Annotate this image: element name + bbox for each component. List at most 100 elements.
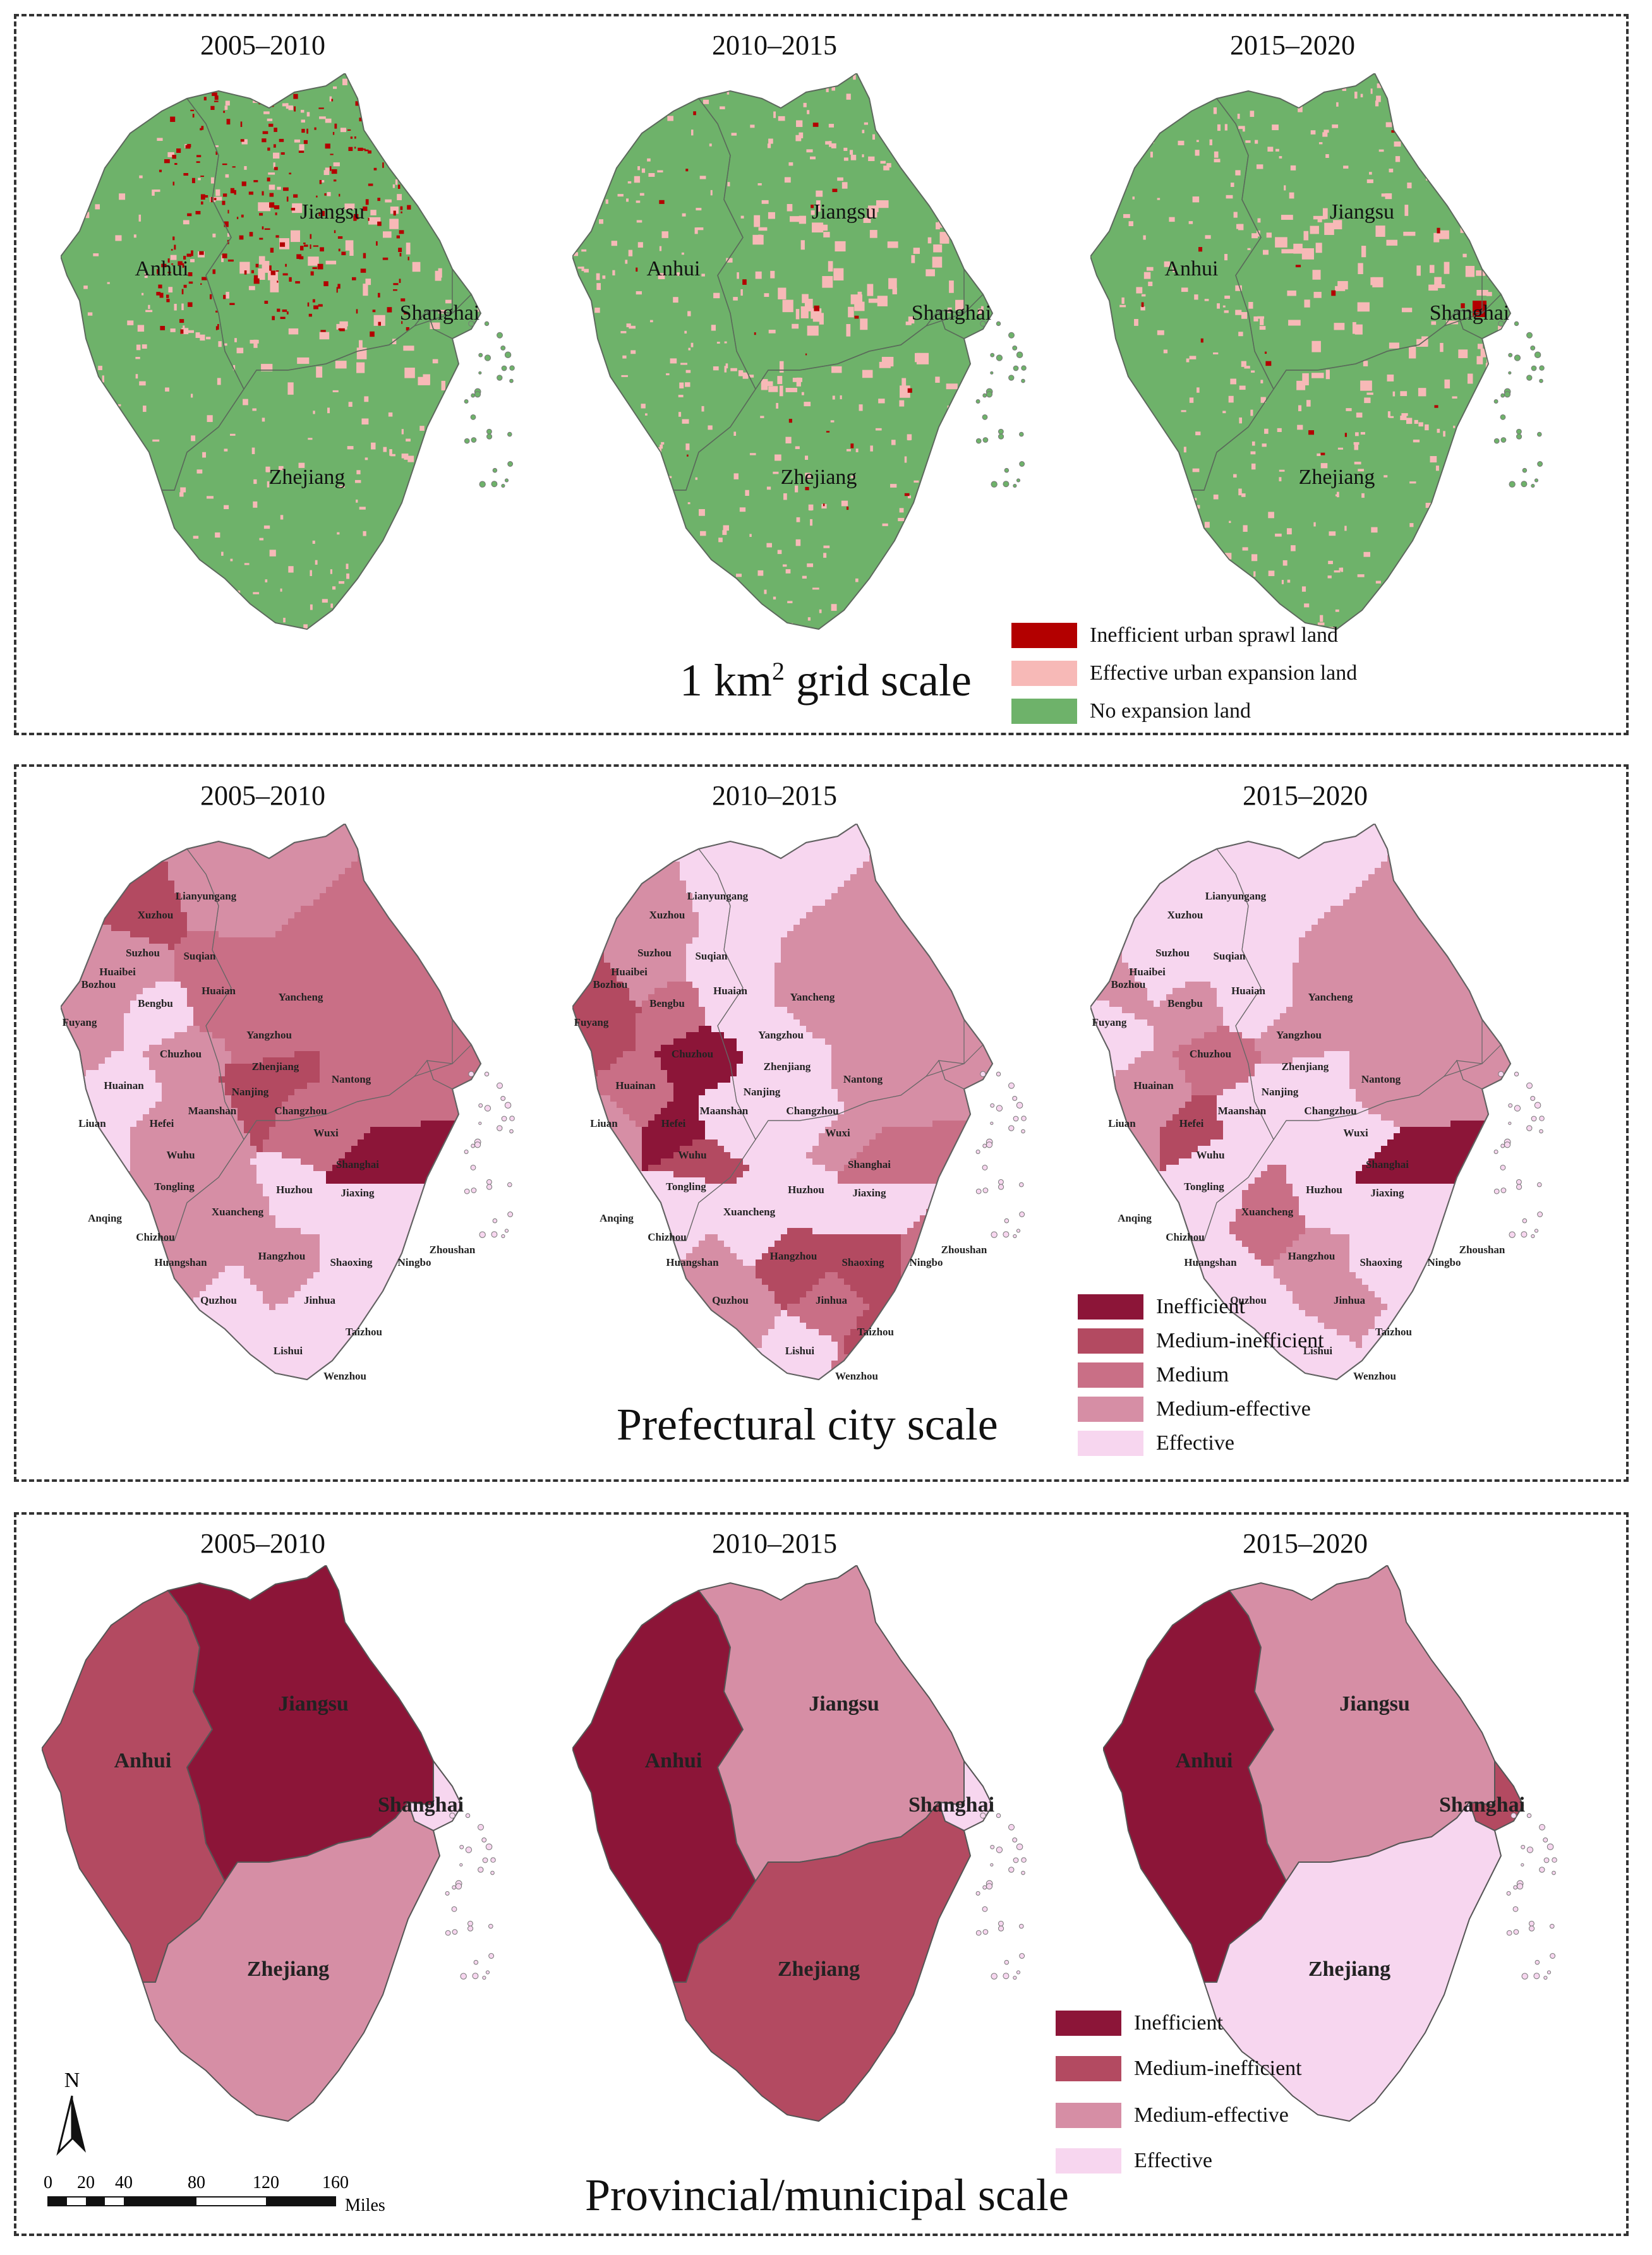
scale-tick-label: 40: [115, 2173, 133, 2192]
legend-item: Effective urban expansion land: [1011, 658, 1357, 687]
city-label: Huangshan: [1184, 1256, 1237, 1268]
city-label: Suqian: [1213, 950, 1246, 962]
province-label: Anhui: [647, 257, 701, 280]
city-label: Nanjing: [232, 1086, 269, 1098]
province-map-2010-2015: Jiangsu Anhui Shanghai Zhejiang: [572, 1565, 1027, 2122]
city-label: Tongling: [154, 1181, 195, 1193]
city-label: Huaibei: [1129, 966, 1166, 978]
city-label: Zhenjiang: [252, 1061, 299, 1073]
north-arrow-icon: N: [56, 2069, 86, 2156]
city-label: Liuan: [78, 1117, 106, 1129]
city-scale-panel: 2005–2010 2010–2015 2015–2020 Lianyungan…: [14, 764, 1629, 1482]
city-label: Yangzhou: [758, 1029, 804, 1041]
city-label: Ningbo: [398, 1256, 431, 1268]
scale-unit: Miles: [345, 2196, 385, 2215]
city-label: Wuhu: [1196, 1149, 1224, 1161]
city-label: Suzhou: [126, 947, 160, 959]
city-label: Zhenjiang: [764, 1061, 811, 1073]
province-label: Zhejiang: [781, 466, 857, 489]
province-label: Zhejiang: [778, 1957, 860, 1981]
province-label: Shanghai: [400, 301, 480, 325]
city-label: Taizhou: [857, 1326, 894, 1338]
province-scale-panel: 2005–2010 2010–2015 2015–2020 Jiangsu Anh…: [14, 1512, 1629, 2236]
city-label: Nanjing: [744, 1086, 781, 1098]
scale-title: Prefectural city scale: [617, 1398, 998, 1451]
legend-item: Medium-effective: [1078, 1393, 1311, 1422]
city-label: Bozhou: [593, 978, 628, 990]
province-label: Zhejiang: [1299, 466, 1375, 489]
city-label: Huaian: [1231, 985, 1265, 997]
city-label: Shanghai: [336, 1158, 379, 1170]
city-label: Quzhou: [200, 1294, 237, 1306]
city-label: Huainan: [615, 1079, 656, 1091]
city-label: Huzhou: [788, 1184, 824, 1196]
city-label: Maanshan: [700, 1105, 749, 1117]
city-label: Lianyungang: [1205, 890, 1267, 902]
city-label: Shaoxing: [1360, 1256, 1402, 1268]
city-label: Taizhou: [346, 1326, 382, 1338]
city-label: Shanghai: [848, 1158, 891, 1170]
legend-item: No expansion land: [1011, 695, 1251, 725]
city-label: Hangzhou: [1288, 1250, 1335, 1262]
province-region: [938, 1759, 994, 1832]
province-label: Anhui: [1176, 1749, 1233, 1772]
period-title: 2005–2010: [136, 779, 389, 812]
city-label: Xuzhou: [649, 909, 685, 921]
city-label: Ningbo: [1428, 1256, 1461, 1268]
province-region: [1203, 1800, 1502, 2122]
city-label: Zhoushan: [1459, 1244, 1505, 1256]
city-label: Huzhou: [276, 1184, 313, 1196]
legend-item: Medium: [1078, 1359, 1229, 1388]
north-label: N: [64, 2069, 80, 2092]
city-label: Liuan: [1108, 1117, 1136, 1129]
grid-scale-panel: 2005–2010 2010–2015 2015–2020 Jiangsu Anh…: [14, 14, 1629, 735]
city-label: Huainan: [104, 1079, 144, 1091]
city-label: Changzhou: [786, 1105, 838, 1117]
city-label: Quzhou: [712, 1294, 749, 1306]
city-label: Nantong: [332, 1073, 371, 1085]
scale-tick-label: 0: [44, 2173, 52, 2192]
city-label: Jiaxing: [1371, 1187, 1404, 1199]
city-label: Wuxi: [1343, 1127, 1368, 1139]
province-label: Anhui: [1165, 257, 1219, 280]
province-label: Jiangsu: [278, 1692, 349, 1716]
province-label: Anhui: [645, 1749, 702, 1772]
period-title: 2005–2010: [136, 29, 389, 61]
city-label: Tongling: [1184, 1181, 1224, 1193]
city-label: Jiaxing: [341, 1187, 375, 1199]
city-label: Taizhou: [1375, 1326, 1412, 1338]
province-label: Jiangsu: [1339, 1692, 1410, 1716]
city-label: Huaibei: [99, 966, 136, 978]
city-label: Fuyang: [574, 1016, 609, 1028]
legend-item: Medium-inefficient: [1078, 1325, 1324, 1354]
scale-tick-label: 20: [77, 2173, 95, 2192]
city-label: Xuancheng: [723, 1206, 776, 1218]
city-label: Chizhou: [136, 1231, 174, 1243]
city-label: Zhoushan: [941, 1244, 987, 1256]
city-label: Lishui: [785, 1345, 815, 1357]
period-title: 2005–2010: [136, 1527, 389, 1560]
city-label: Huainan: [1133, 1079, 1174, 1091]
city-label: Maanshan: [1218, 1105, 1267, 1117]
city-label: Chuzhou: [1190, 1048, 1231, 1060]
grid-map-2015-2020: Jiangsu Anhui Shanghai Zhejiang: [1090, 73, 1545, 630]
city-label: Yancheng: [1308, 991, 1353, 1003]
period-title: 2015–2020: [1166, 29, 1419, 61]
province-region: [1468, 1759, 1524, 1832]
legend-item: Effective: [1078, 1428, 1234, 1457]
city-label: Xuzhou: [1167, 909, 1203, 921]
province-map-2015-2020: Jiangsu Anhui Shanghai Zhejiang: [1103, 1565, 1557, 2122]
city-label: Shaoxing: [841, 1256, 884, 1268]
city-label: Changzhou: [1304, 1105, 1356, 1117]
city-label: Bengbu: [1167, 997, 1203, 1009]
province-label: Shanghai: [912, 301, 992, 325]
city-label: Bengbu: [138, 997, 173, 1009]
province-label: Jiangsu: [812, 200, 876, 224]
city-label: Suzhou: [637, 947, 672, 959]
province-label: Jiangsu: [809, 1692, 879, 1716]
city-label: Tongling: [666, 1181, 706, 1193]
city-label: Zhenjiang: [1282, 1061, 1329, 1073]
city-label: Fuyang: [63, 1016, 97, 1028]
